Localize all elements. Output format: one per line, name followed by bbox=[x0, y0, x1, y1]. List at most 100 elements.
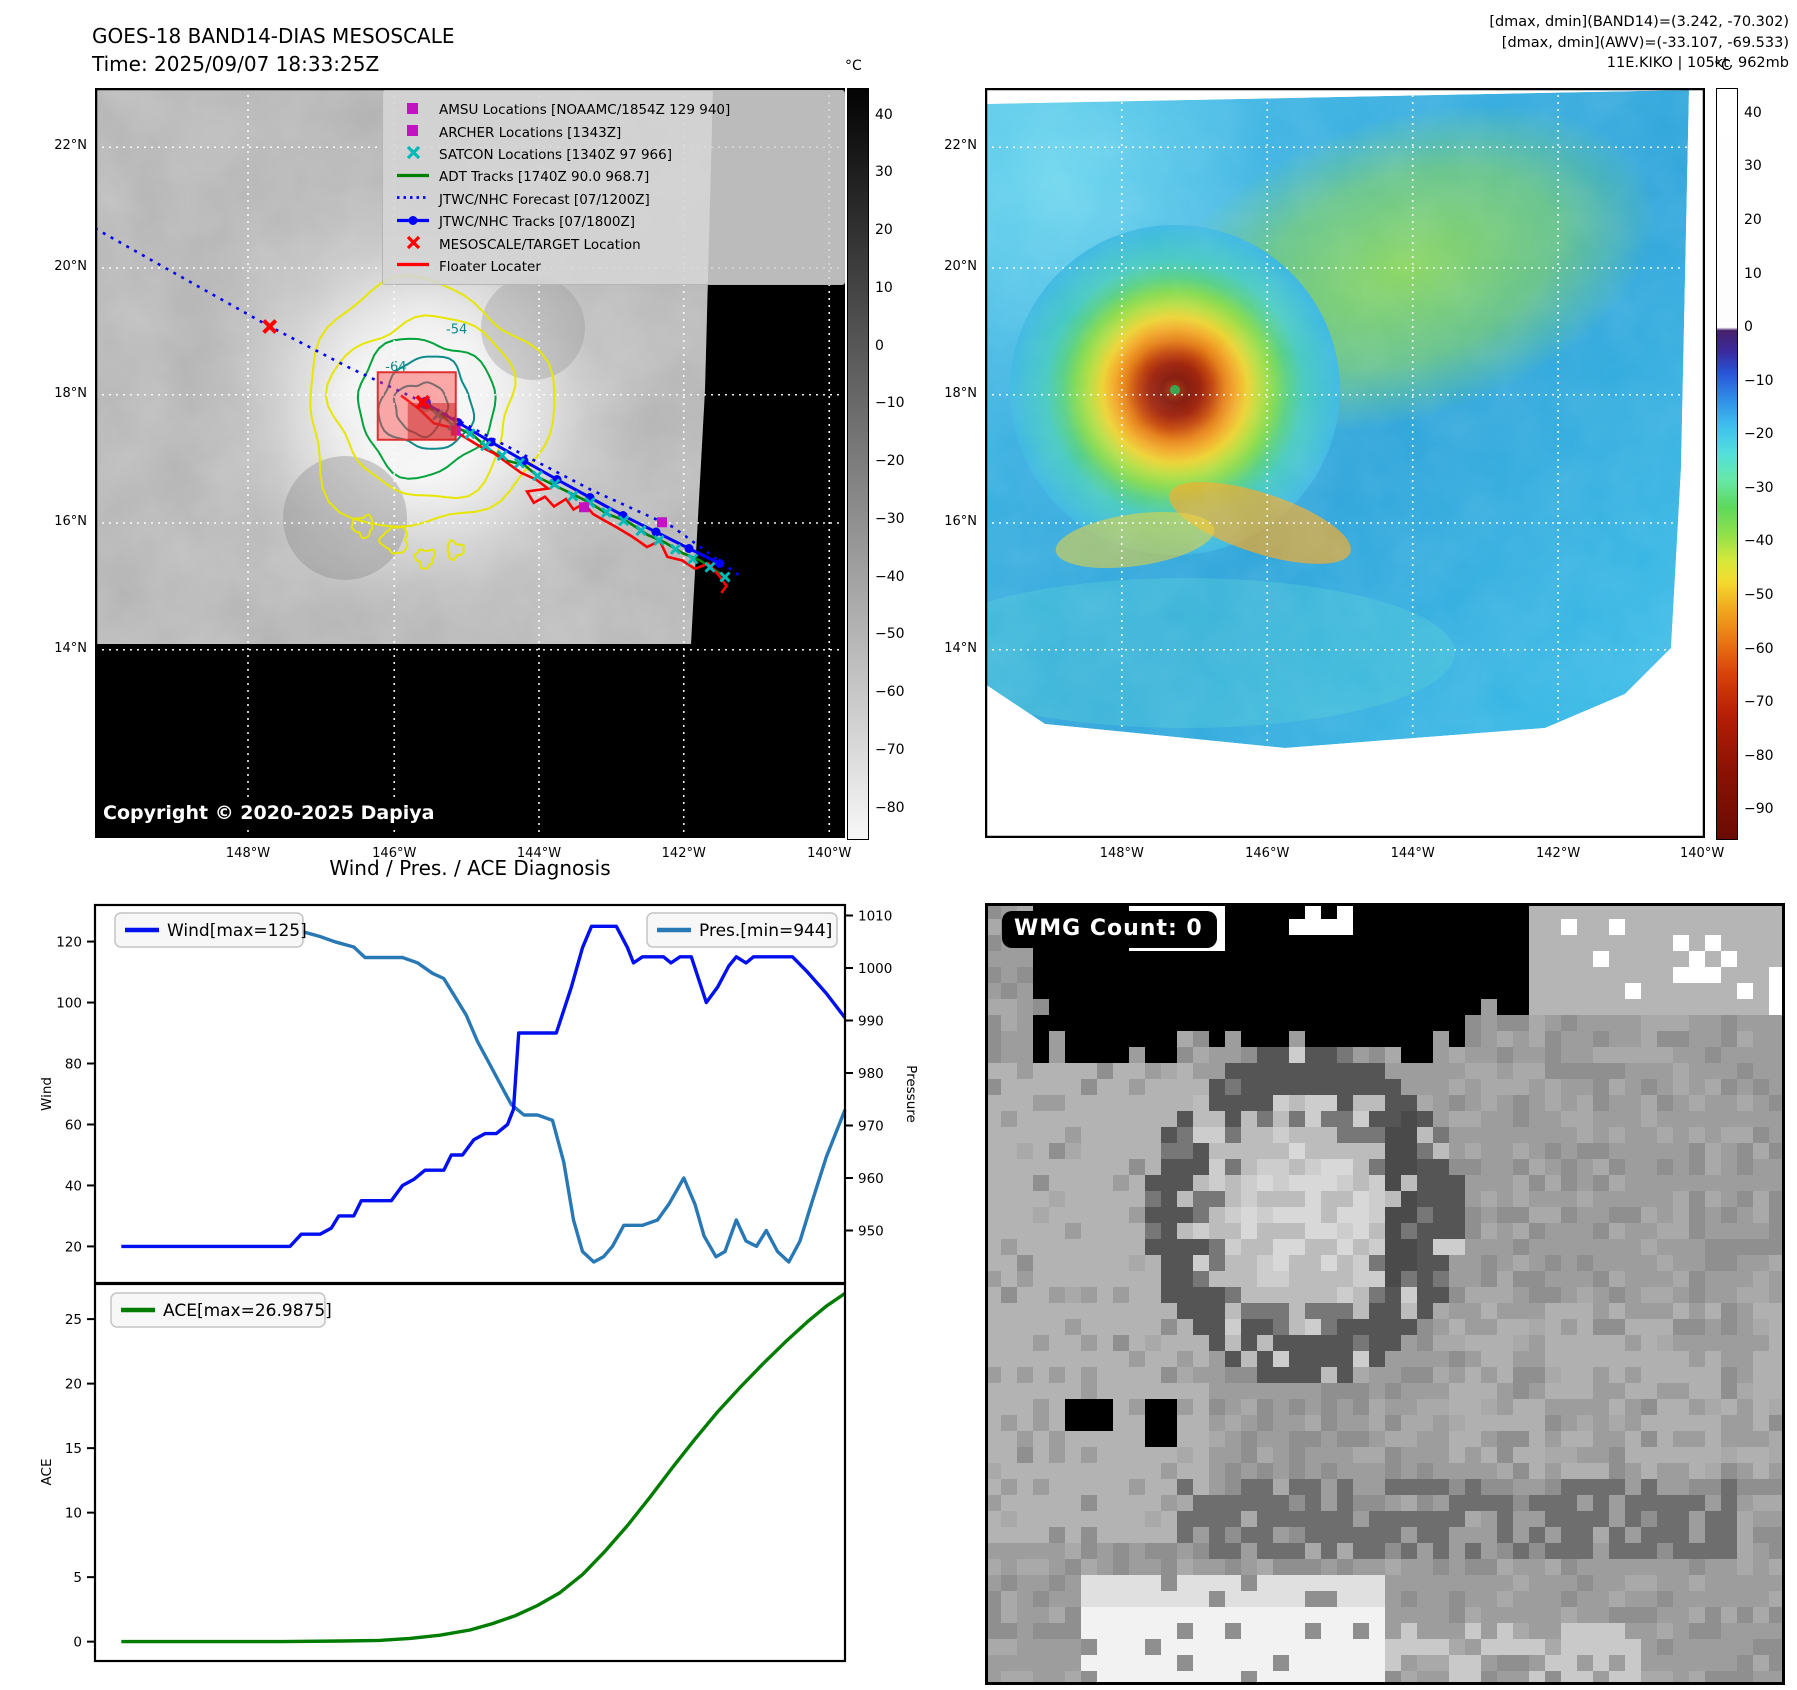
lat-tick-label: 18°N bbox=[944, 385, 977, 401]
ace-ytick: 25 bbox=[65, 1312, 82, 1328]
wind-axis-label: Wind bbox=[39, 1077, 55, 1111]
goes-title-block: GOES-18 BAND14-DIAS MESOSCALE Time: 2025… bbox=[92, 22, 455, 78]
chart-legend bbox=[110, 1292, 326, 1328]
colorbar-tick-label: −50 bbox=[875, 626, 905, 643]
map-legend: AMSU Locations [NOAAMC/1854Z 129 940] ARC… bbox=[382, 90, 845, 286]
wind-ytick: 100 bbox=[56, 996, 82, 1012]
colorbar-tick-label: 0 bbox=[875, 337, 884, 354]
pressure-ytick: 1000 bbox=[858, 961, 892, 977]
lon-tick-label: 144°W bbox=[1390, 846, 1435, 861]
legend-item: ADT Tracks [1740Z 90.0 968.7] bbox=[395, 166, 836, 188]
legend-item-label: JTWC/NHC Forecast [07/1200Z] bbox=[439, 191, 650, 208]
ace-axis-label: ACE bbox=[39, 1459, 55, 1486]
ace-ytick: 5 bbox=[73, 1570, 82, 1586]
lat-tick-label: 14°N bbox=[54, 640, 87, 656]
legend-item-label: JTWC/NHC Tracks [07/1800Z] bbox=[439, 214, 636, 231]
legend-item: AMSU Locations [NOAAMC/1854Z 129 940] bbox=[395, 99, 836, 121]
dmax-dmin-band14: [dmax, dmin](BAND14)=(3.242, -70.302) bbox=[1489, 14, 1789, 30]
contour-label: -64 bbox=[385, 360, 406, 375]
legend-item: SATCON Locations [1340Z 97 966] bbox=[395, 144, 836, 166]
colorbar-tick-label: −70 bbox=[1744, 693, 1774, 710]
satcon-marker bbox=[653, 534, 665, 546]
legend-item-label: Floater Locater bbox=[439, 258, 541, 275]
colorbar-tick-label: 40 bbox=[875, 106, 893, 123]
colorbar-tick-label: −50 bbox=[1744, 587, 1774, 604]
colorbar-tick-label: −30 bbox=[1744, 480, 1774, 496]
contour-teal-54 bbox=[377, 355, 476, 450]
colorbar-tick-label: −30 bbox=[875, 510, 905, 527]
lat-tick-label: 20°N bbox=[944, 259, 977, 274]
lat-tick-label: 18°N bbox=[54, 385, 87, 401]
lon-tick-label: 140°W bbox=[807, 846, 852, 861]
pressure-ytick: 960 bbox=[858, 1171, 884, 1187]
satcon-marker bbox=[618, 515, 630, 527]
satcon-marker bbox=[704, 561, 716, 573]
wind-ytick: 80 bbox=[65, 1057, 82, 1073]
legend-item: Floater Locater bbox=[395, 256, 836, 278]
lat-tick-label: 22°N bbox=[54, 138, 87, 154]
target-x-marker bbox=[262, 319, 278, 334]
satcon-marker bbox=[496, 449, 508, 462]
panel-title: GOES-18 BAND14-DIAS MESOSCALE bbox=[92, 24, 455, 48]
colorbar-tick-label: −20 bbox=[875, 453, 905, 469]
legend-item-label: AMSU Locations [NOAAMC/1854Z 129 940] bbox=[439, 102, 731, 119]
series-Pres.[min=944] bbox=[121, 924, 847, 1264]
colorbar-tick-label: 10 bbox=[1744, 265, 1762, 282]
temperature-colorbar-grayscale bbox=[847, 88, 869, 840]
ace-ytick: 20 bbox=[65, 1377, 82, 1393]
lon-tick-label: 140°W bbox=[1680, 846, 1725, 861]
lon-tick-label: 142°W bbox=[661, 846, 706, 861]
legend-item-label: MESOSCALE/TARGET Location bbox=[439, 236, 641, 253]
satcon-marker bbox=[464, 428, 476, 440]
satcon-marker bbox=[480, 440, 492, 452]
colorbar-tick-label: 20 bbox=[1744, 212, 1762, 229]
colorbar-tick-label: −10 bbox=[875, 395, 905, 412]
lat-tick-label: 14°N bbox=[944, 640, 977, 656]
colorbar-tick-label: −40 bbox=[1744, 533, 1774, 550]
amsu-archer-marker bbox=[657, 517, 667, 528]
pressure-ytick: 950 bbox=[858, 1224, 884, 1240]
floater-line bbox=[400, 394, 729, 594]
colorbar-unit-right: °C bbox=[1714, 58, 1731, 74]
satcon-marker bbox=[549, 478, 561, 490]
ace-chart: 0 5 10 15 20 25 ACE ACE[max=26.9875] bbox=[39, 1283, 847, 1663]
target-x-marker bbox=[415, 394, 431, 410]
legend-item-label: ARCHER Locations [1343Z] bbox=[439, 124, 622, 141]
dmax-dmin-awv: [dmax, dmin](AWV)=(-33.107, -69.533) bbox=[1501, 34, 1789, 51]
contour-green bbox=[356, 337, 497, 480]
chart-legend-label: Wind[max=125] bbox=[167, 921, 307, 941]
line-icon bbox=[395, 168, 439, 187]
lon-tick-label: 146°W bbox=[1245, 846, 1290, 861]
wind-pressure-chart: 20 40 60 80 100 120 950 960 970 980 990 1000 1010 Win… bbox=[39, 903, 919, 1285]
chart-legend bbox=[114, 912, 304, 948]
colorbar-tick-label: 30 bbox=[1744, 158, 1762, 175]
colorbar-tick-label: −60 bbox=[1744, 640, 1774, 657]
panel-subtitle: Time: 2025/09/07 18:33:25Z bbox=[92, 52, 380, 76]
colorbar-tick-label: −60 bbox=[875, 684, 905, 700]
legend-item: JTWC/NHC Tracks [07/1800Z] bbox=[395, 211, 836, 233]
colorbar-tick-label: −80 bbox=[1744, 747, 1774, 764]
lat-tick-label: 16°N bbox=[54, 514, 87, 529]
satcon-marker bbox=[600, 506, 613, 519]
square-icon bbox=[395, 101, 439, 120]
amsu-archer-marker bbox=[579, 502, 589, 513]
pressure-ytick: 980 bbox=[858, 1066, 884, 1082]
x-icon bbox=[395, 145, 439, 164]
colorbar-tick-label: 30 bbox=[875, 164, 893, 181]
wind-ytick: 60 bbox=[65, 1117, 82, 1133]
colorbar-tick-label: 40 bbox=[1744, 105, 1762, 121]
pressure-ytick: 1010 bbox=[858, 909, 892, 925]
chart-title: Wind / Pres. / ACE Diagnosis bbox=[329, 856, 611, 880]
legend-item: ARCHER Locations [1343Z] bbox=[395, 121, 836, 143]
satcon-marker bbox=[635, 524, 647, 537]
wmg-count-badge: WMG Count: 0 bbox=[1002, 911, 1217, 948]
colorbar-tick-label: 20 bbox=[875, 222, 893, 238]
chart-legend bbox=[646, 912, 838, 948]
temperature-colorbar-color bbox=[1716, 88, 1738, 840]
chart-legend-label: ACE[max=26.9875] bbox=[163, 1301, 332, 1321]
ace-ytick: 10 bbox=[65, 1506, 82, 1522]
contour-label: -54 bbox=[446, 322, 467, 337]
dotted-icon bbox=[395, 190, 439, 209]
lon-tick-label: 148°W bbox=[1099, 846, 1144, 861]
satcon-marker bbox=[687, 553, 699, 565]
